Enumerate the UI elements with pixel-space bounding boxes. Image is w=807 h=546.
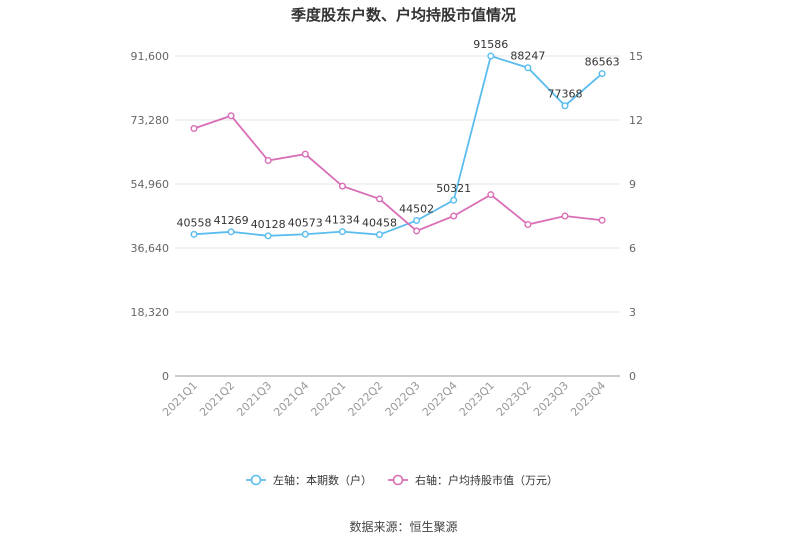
data-point — [561, 212, 569, 220]
data-point — [413, 227, 421, 235]
data-point — [376, 195, 384, 203]
data-point — [524, 64, 532, 72]
left-axis-tick-label: 18,320 — [131, 306, 170, 319]
data-point — [301, 150, 309, 158]
x-axis-tick-label: 2023Q1 — [457, 379, 497, 419]
x-axis-tick-label: 2022Q3 — [383, 379, 423, 419]
data-label: 41269 — [214, 214, 249, 227]
data-point — [338, 228, 346, 236]
data-point — [227, 112, 235, 120]
data-point — [190, 230, 198, 238]
data-point — [524, 221, 532, 229]
right-axis-tick-label: 0 — [629, 370, 636, 383]
legend-marker — [392, 474, 404, 486]
data-label: 41334 — [325, 214, 360, 227]
data-label: 91586 — [473, 38, 508, 51]
data-point — [264, 232, 272, 240]
data-point — [561, 102, 569, 110]
x-axis-tick-label: 2023Q2 — [494, 379, 534, 419]
data-label: 50321 — [436, 182, 471, 195]
left-axis-tick-label: 36,640 — [131, 242, 170, 255]
source-note: 数据来源：恒生聚源 — [349, 520, 458, 534]
gridlines — [175, 55, 620, 377]
right-axis-tick-label: 9 — [629, 178, 636, 191]
left-axis-tick-label: 0 — [162, 370, 169, 383]
right-axis-tick-label: 15 — [629, 50, 643, 63]
legend-marker — [250, 474, 262, 486]
series-line-1 — [193, 54, 603, 237]
left-axis-tick-label: 73,280 — [131, 114, 170, 127]
x-axis-tick-label: 2021Q1 — [160, 379, 200, 419]
left-axis-tick-label: 91,600 — [131, 50, 170, 63]
x-axis-tick-label: 2022Q2 — [346, 379, 386, 419]
right-axis-tick-label: 6 — [629, 242, 636, 255]
data-point — [376, 231, 384, 239]
right-axis-tick-label: 12 — [629, 114, 643, 127]
x-axis-tick-label: 2021Q4 — [271, 379, 311, 419]
data-label: 77368 — [548, 88, 583, 101]
left-axis-tick-label: 54,960 — [131, 178, 170, 191]
x-axis-tick-label: 2021Q3 — [234, 379, 274, 419]
data-point — [190, 125, 198, 133]
data-point — [264, 157, 272, 165]
legend-label: 右轴：户均持股市值（万元） — [415, 473, 558, 487]
data-label: 40558 — [177, 216, 212, 229]
data-point — [450, 212, 458, 220]
data-label: 86563 — [585, 56, 620, 69]
x-axis-tick-label: 2021Q2 — [197, 379, 237, 419]
data-label: 40573 — [288, 216, 323, 229]
data-point — [487, 52, 495, 60]
x-axis-tick-label: 2022Q4 — [420, 379, 460, 419]
data-label: 40128 — [251, 218, 286, 231]
data-point — [598, 216, 606, 224]
data-label: 88247 — [510, 50, 545, 63]
x-axis-tick-label: 2023Q3 — [531, 379, 571, 419]
data-point — [227, 228, 235, 236]
x-axis-tick-label: 2022Q1 — [308, 379, 348, 419]
series — [190, 52, 606, 240]
right-axis-tick-label: 3 — [629, 306, 636, 319]
legend: 左轴：本期数（户） 右轴：户均持股市值（万元） — [246, 473, 558, 487]
data-point — [487, 191, 495, 199]
data-label: 44502 — [399, 203, 434, 216]
x-axis-tick-label: 2023Q4 — [568, 379, 608, 419]
data-point — [450, 196, 458, 204]
data-labels: 40558 41269 40128 40573 41334 404584450250321… — [177, 38, 620, 231]
legend-label: 左轴：本期数（户） — [273, 473, 372, 487]
data-label: 40458 — [362, 217, 397, 230]
data-point — [413, 217, 421, 225]
data-point — [338, 182, 346, 190]
series-line-2 — [193, 114, 603, 232]
data-point — [598, 70, 606, 78]
chart-title: 季度股东户数、户均持股市值情况 — [290, 6, 516, 24]
data-point — [301, 230, 309, 238]
